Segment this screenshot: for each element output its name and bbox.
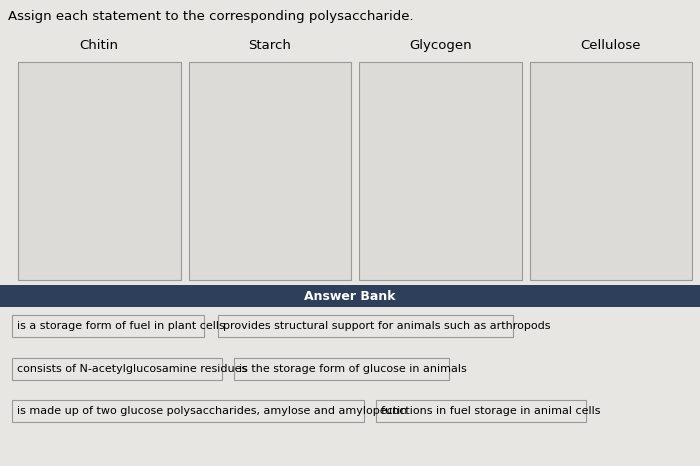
- Text: Answer Bank: Answer Bank: [304, 289, 395, 302]
- Text: Starch: Starch: [248, 39, 291, 52]
- Text: Assign each statement to the corresponding polysaccharide.: Assign each statement to the correspondi…: [8, 10, 414, 23]
- Text: is the storage form of glucose in animals: is the storage form of glucose in animal…: [239, 364, 467, 374]
- Text: is made up of two glucose polysaccharides, amylose and amylopectin: is made up of two glucose polysaccharide…: [17, 406, 407, 416]
- FancyBboxPatch shape: [529, 62, 692, 280]
- Text: functions in fuel storage in animal cells: functions in fuel storage in animal cell…: [381, 406, 601, 416]
- FancyBboxPatch shape: [12, 315, 204, 337]
- Text: consists of N-acetylglucosamine residues: consists of N-acetylglucosamine residues: [17, 364, 247, 374]
- FancyBboxPatch shape: [12, 400, 364, 422]
- FancyBboxPatch shape: [188, 62, 351, 280]
- FancyBboxPatch shape: [234, 358, 449, 380]
- FancyBboxPatch shape: [12, 358, 222, 380]
- Text: is a storage form of fuel in plant cells: is a storage form of fuel in plant cells: [17, 321, 225, 331]
- Text: Glycogen: Glycogen: [409, 39, 472, 52]
- FancyBboxPatch shape: [376, 400, 586, 422]
- FancyBboxPatch shape: [18, 62, 181, 280]
- FancyBboxPatch shape: [0, 285, 700, 307]
- Text: provides structural support for animals such as arthropods: provides structural support for animals …: [223, 321, 550, 331]
- FancyBboxPatch shape: [359, 62, 522, 280]
- FancyBboxPatch shape: [218, 315, 513, 337]
- Text: Chitin: Chitin: [80, 39, 119, 52]
- Text: Cellulose: Cellulose: [580, 39, 641, 52]
